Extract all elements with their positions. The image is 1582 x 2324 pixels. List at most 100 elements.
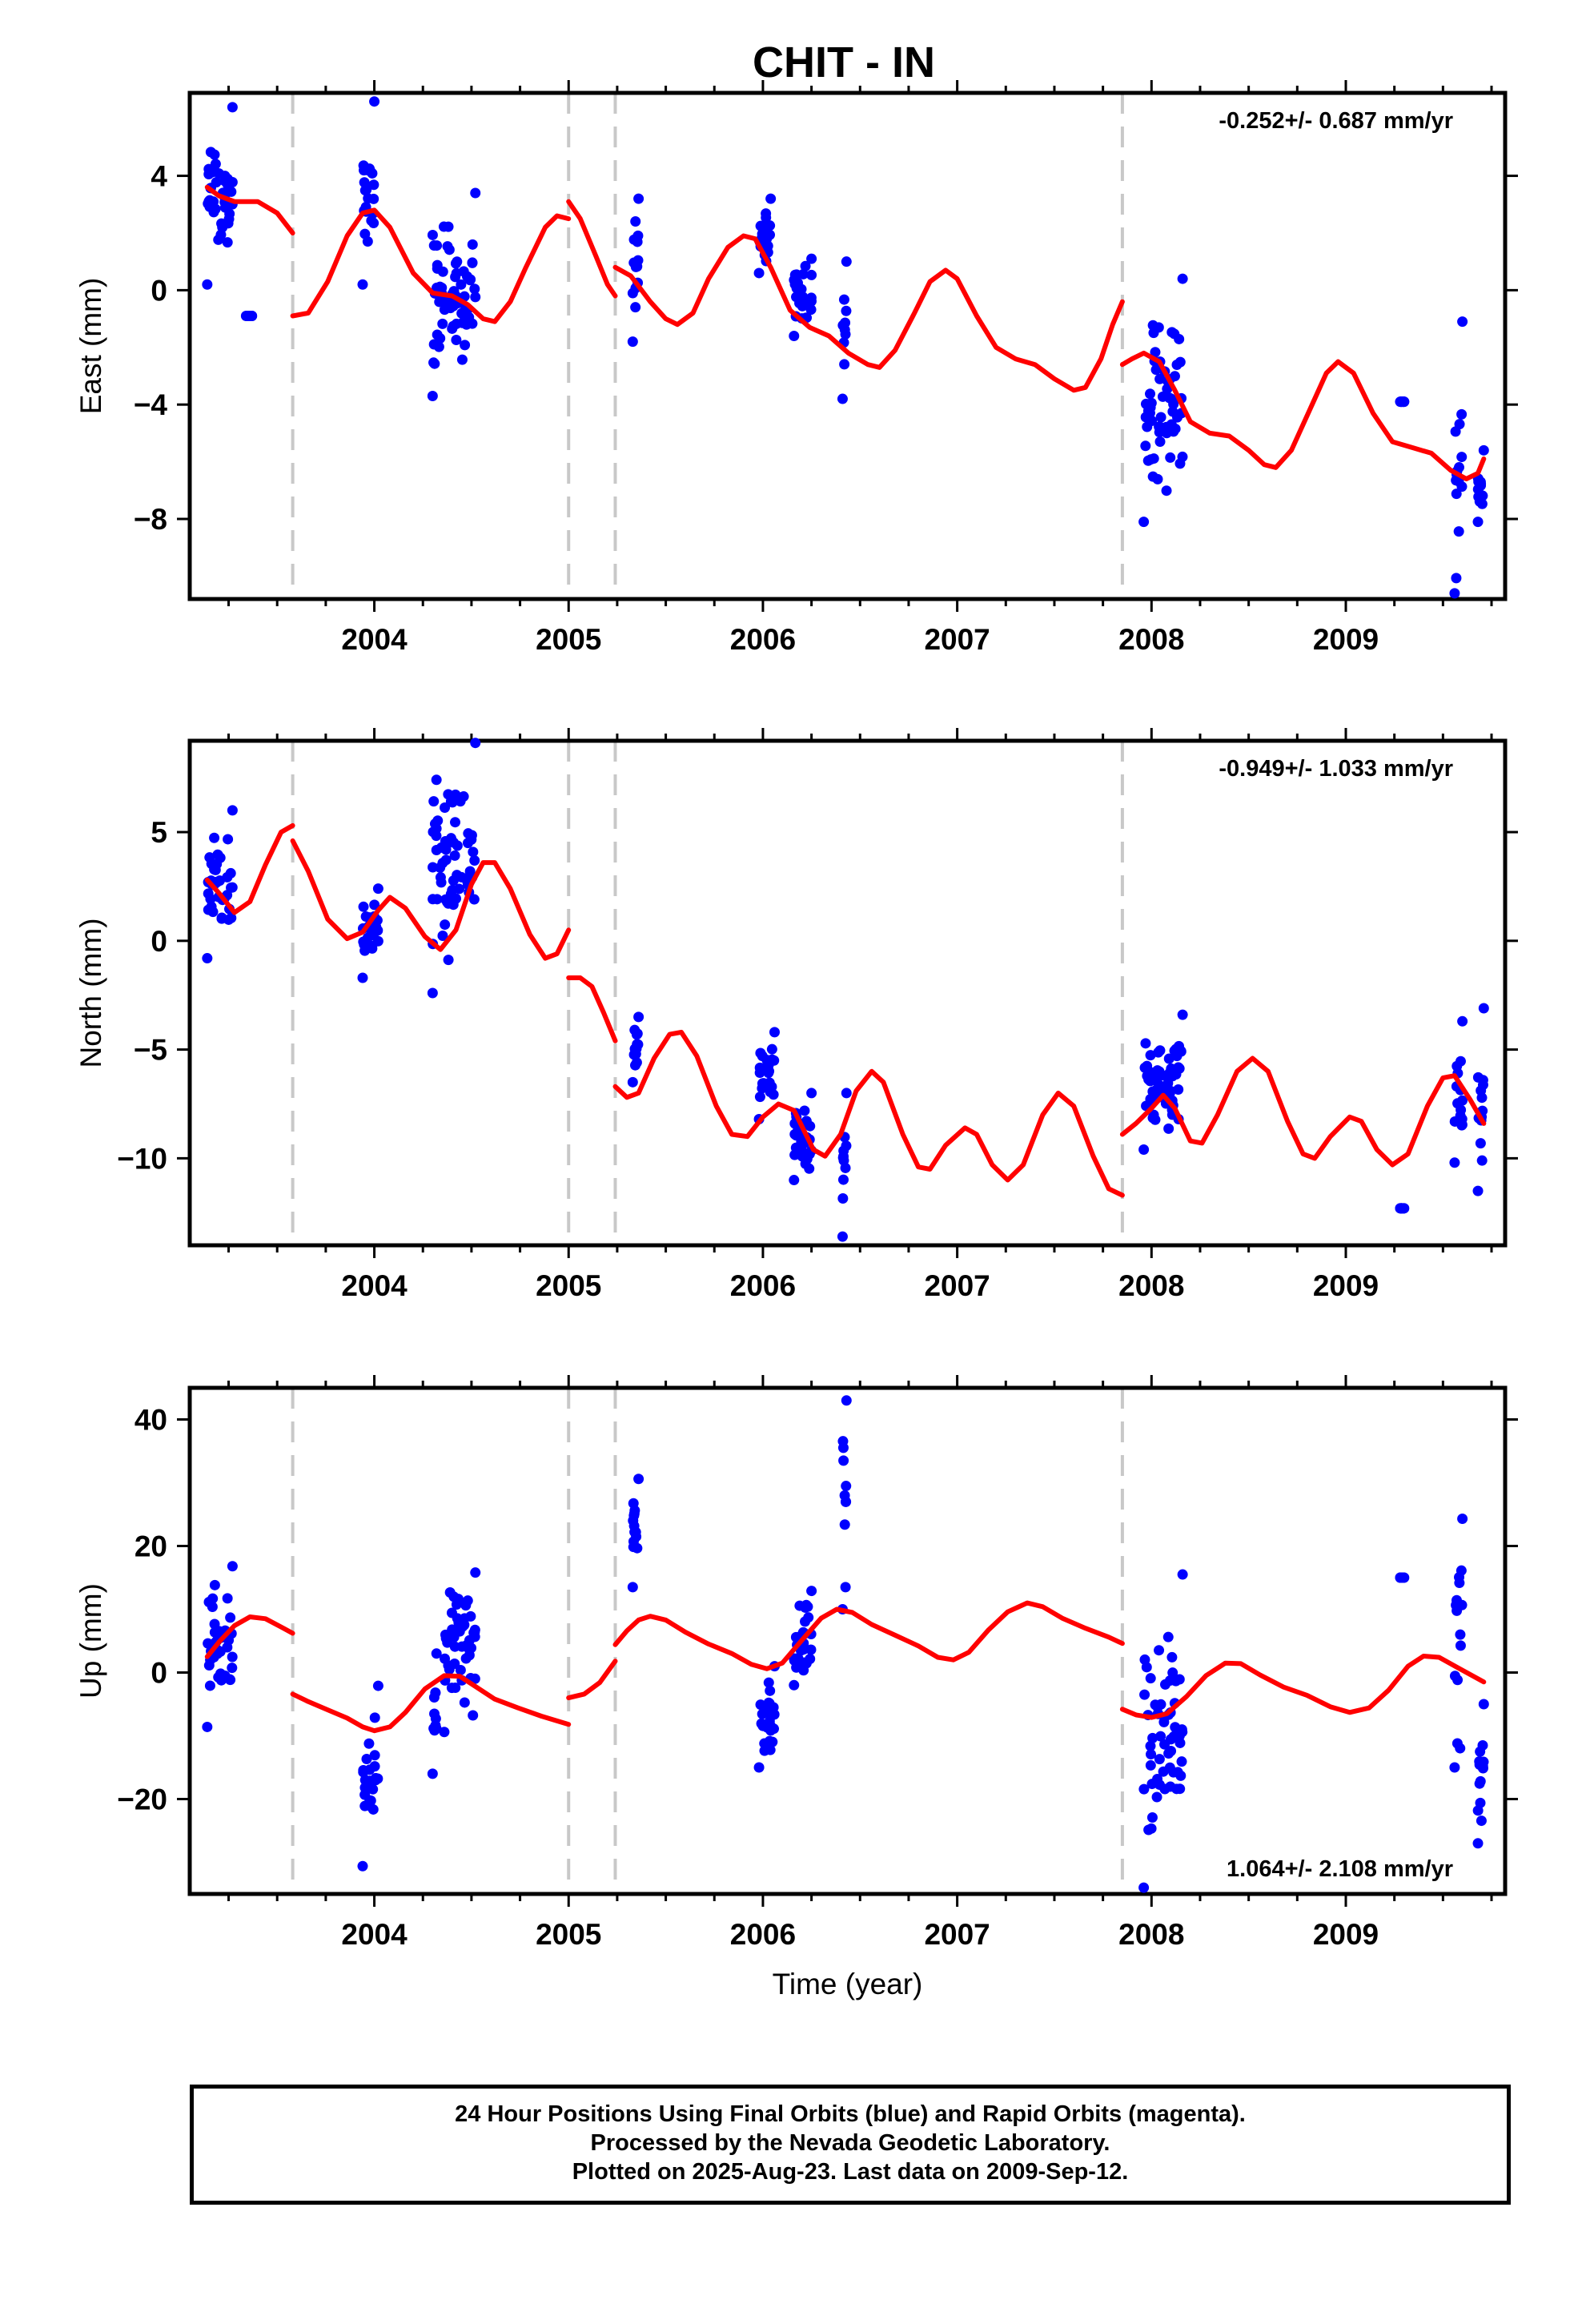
north-data-point bbox=[1165, 1085, 1176, 1096]
up-data-point bbox=[361, 1754, 372, 1765]
east-x-tick-label: 2005 bbox=[536, 623, 601, 656]
east-data-point bbox=[1451, 573, 1462, 584]
north-data-point bbox=[841, 1088, 852, 1099]
east-data-point bbox=[1146, 397, 1157, 408]
east-data-point bbox=[434, 296, 445, 308]
east-data-point bbox=[1161, 428, 1172, 439]
north-data-point bbox=[1140, 1038, 1151, 1049]
east-data-point bbox=[1147, 471, 1158, 482]
north-data-point bbox=[1457, 1095, 1468, 1106]
up-data-point bbox=[839, 1519, 850, 1530]
up-data-point bbox=[628, 1515, 639, 1526]
up-data-point bbox=[1145, 1759, 1156, 1771]
east-data-point bbox=[630, 302, 641, 313]
north-data-point bbox=[627, 1076, 638, 1088]
east-data-point bbox=[633, 193, 644, 204]
up-model-curve bbox=[290, 1673, 572, 1734]
north-data-point bbox=[1147, 1086, 1158, 1097]
up-data-point bbox=[222, 1593, 233, 1604]
east-data-point bbox=[1456, 481, 1468, 493]
east-data-point bbox=[837, 320, 849, 331]
east-data-point bbox=[227, 102, 238, 113]
up-y-tick-label: 40 bbox=[135, 1404, 167, 1437]
east-y-tick-label: 4 bbox=[151, 160, 167, 193]
east-data-point bbox=[1177, 273, 1188, 284]
north-model-curve bbox=[290, 838, 572, 961]
up-data-point bbox=[1138, 1882, 1150, 1893]
north-x-tick-label: 2008 bbox=[1118, 1269, 1184, 1302]
up-data-point bbox=[1155, 1731, 1166, 1742]
north-model-curve bbox=[566, 975, 618, 1043]
east-data-point bbox=[1154, 373, 1166, 384]
east-data-point bbox=[427, 229, 438, 240]
east-data-point bbox=[451, 267, 462, 279]
east-data-point bbox=[460, 340, 471, 351]
east-data-point bbox=[1166, 393, 1177, 404]
east-data-point bbox=[758, 221, 769, 232]
north-data-point bbox=[431, 823, 442, 834]
up-data-point bbox=[1455, 1640, 1466, 1651]
north-data-point bbox=[431, 774, 442, 786]
north-data-point bbox=[1173, 1084, 1184, 1096]
north-data-point bbox=[369, 899, 380, 911]
north-data-point bbox=[435, 862, 446, 873]
up-data-point bbox=[359, 1775, 371, 1786]
east-data-point bbox=[1148, 328, 1159, 339]
up-data-point bbox=[1177, 1569, 1188, 1580]
up-data-point bbox=[1397, 1572, 1408, 1583]
up-data-point bbox=[452, 1613, 463, 1624]
up-data-point bbox=[459, 1697, 470, 1708]
footer-line-orbits: 24 Hour Positions Using Final Orbits (bl… bbox=[455, 2101, 1246, 2127]
east-data-point bbox=[451, 334, 462, 345]
east-data-point bbox=[1150, 347, 1161, 358]
up-model-curve bbox=[204, 1614, 295, 1659]
up-data-point bbox=[369, 1750, 380, 1761]
up-data-point bbox=[225, 1675, 236, 1686]
up-data-point bbox=[631, 1531, 642, 1542]
east-data-point bbox=[1456, 408, 1468, 420]
up-data-point bbox=[207, 1601, 218, 1612]
footer-line-plotted: Plotted on 2025-Aug-23. Last data on 200… bbox=[572, 2159, 1129, 2185]
north-data-point bbox=[1472, 1185, 1484, 1196]
north-x-tick-label: 2006 bbox=[730, 1269, 796, 1302]
up-data-point bbox=[225, 1612, 236, 1623]
up-data-point bbox=[1151, 1791, 1162, 1803]
up-data-point bbox=[1166, 1651, 1178, 1663]
east-data-point bbox=[1142, 455, 1154, 466]
up-x-tick-label: 2009 bbox=[1313, 1918, 1379, 1951]
east-model-curve bbox=[612, 233, 1125, 393]
chart-title: CHIT - IN bbox=[753, 38, 935, 86]
north-data-point bbox=[789, 1175, 800, 1186]
north-data-point bbox=[447, 797, 458, 808]
north-data-point bbox=[469, 855, 480, 866]
up-data-point bbox=[202, 1721, 213, 1732]
east-data-point bbox=[1171, 360, 1182, 371]
north-data-point bbox=[1145, 1050, 1156, 1061]
east-data-point bbox=[1172, 412, 1183, 423]
north-data-point bbox=[454, 883, 465, 895]
north-data-point bbox=[436, 877, 447, 888]
up-data-point bbox=[357, 1860, 368, 1872]
east-x-tick-label: 2007 bbox=[924, 623, 990, 656]
up-data-point bbox=[1454, 1578, 1465, 1589]
up-data-point bbox=[1145, 1673, 1156, 1684]
up-data-point bbox=[765, 1685, 776, 1696]
up-data-point bbox=[1475, 1797, 1486, 1808]
up-data-point bbox=[1154, 1645, 1165, 1656]
north-data-point bbox=[769, 1027, 780, 1038]
up-data-point bbox=[841, 1481, 852, 1492]
east-data-point bbox=[789, 331, 800, 342]
east-data-point bbox=[1165, 452, 1176, 463]
up-data-point bbox=[207, 1593, 219, 1604]
up-data-point bbox=[759, 1738, 770, 1749]
north-data-point bbox=[225, 867, 236, 879]
up-data-point bbox=[1174, 1783, 1186, 1795]
up-data-point bbox=[1174, 1731, 1185, 1742]
east-data-point bbox=[357, 279, 368, 290]
east-data-point bbox=[1169, 371, 1180, 382]
east-data-point bbox=[427, 390, 438, 401]
east-x-tick-label: 2009 bbox=[1313, 623, 1379, 656]
east-data-point bbox=[436, 282, 448, 293]
east-y-tick-label: −8 bbox=[134, 503, 167, 536]
up-data-point bbox=[838, 1455, 849, 1466]
